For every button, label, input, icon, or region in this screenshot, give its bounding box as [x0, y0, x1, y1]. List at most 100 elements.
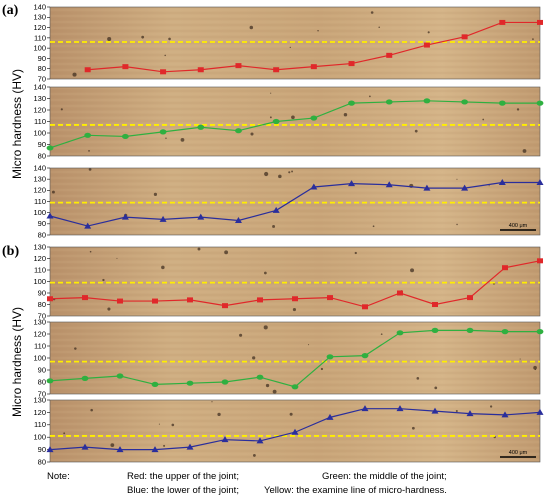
data-point — [537, 258, 543, 264]
data-point — [536, 329, 544, 335]
y-tick-label: 120 — [33, 254, 46, 263]
data-point — [186, 443, 194, 450]
pore — [269, 116, 272, 119]
data-point — [348, 61, 355, 67]
pore — [534, 368, 537, 371]
y-tick-label: 80 — [38, 300, 46, 309]
pore — [343, 113, 348, 117]
data-point — [423, 98, 431, 104]
pore — [380, 333, 383, 335]
y-tick-label: 130 — [33, 242, 46, 251]
pore — [289, 412, 293, 416]
pore — [60, 108, 63, 111]
series-line-green — [49, 100, 540, 149]
y-tick-label: 80 — [38, 377, 46, 386]
data-point — [46, 446, 54, 453]
panel-label-b: (b) — [2, 244, 20, 259]
data-point — [502, 265, 508, 271]
pore — [288, 171, 291, 174]
y-tick-label: 130 — [33, 175, 46, 184]
y-tick-label: 140 — [33, 2, 46, 11]
pore — [369, 95, 371, 98]
y-tick-label: 130 — [33, 395, 46, 404]
pore — [278, 174, 282, 179]
panel-b-red: 70 80 90 100 110 120 130 — [33, 242, 543, 320]
data-point — [256, 374, 264, 380]
panel-b-green: 70 80 90 100 110 120 130 — [33, 317, 544, 398]
y-tick-label: 100 — [33, 277, 46, 286]
pore — [291, 170, 294, 173]
data-point — [81, 443, 89, 450]
pore — [456, 223, 458, 226]
y-tick-label: 70 — [38, 389, 46, 398]
pore — [90, 408, 93, 412]
y-tick-label: 110 — [34, 117, 46, 126]
y-tick-label: 80 — [38, 230, 46, 239]
data-point — [461, 184, 469, 191]
y-tick-label: 70 — [38, 311, 46, 320]
data-point — [256, 437, 264, 444]
pore — [102, 278, 105, 282]
data-point — [397, 290, 403, 296]
pore — [250, 132, 254, 136]
micrograph-texture — [50, 247, 540, 316]
y-tick-label: 90 — [38, 140, 46, 149]
note-red: Red: the upper of the joint; — [127, 471, 239, 482]
pore — [292, 307, 297, 312]
data-point — [326, 354, 334, 360]
data-point — [423, 184, 431, 191]
series-line-blue — [49, 181, 540, 227]
data-point — [116, 446, 124, 453]
y-tick-label: 70 — [38, 74, 46, 83]
note-yellow: Yellow: the examine line of micro-hardne… — [264, 485, 447, 496]
pore — [372, 225, 375, 228]
data-point — [396, 330, 404, 336]
panel-b-blue: 80 90 100 110 120 130 400 μm — [33, 395, 544, 466]
micrograph-pores — [74, 325, 537, 394]
data-point — [121, 213, 129, 220]
data-point — [498, 179, 506, 186]
data-point — [361, 405, 369, 412]
micrograph-texture — [50, 322, 540, 394]
pore — [291, 115, 295, 120]
data-point — [396, 405, 404, 412]
data-point — [432, 302, 438, 307]
y-tick-label: 120 — [33, 329, 46, 338]
micrograph-texture — [50, 87, 540, 156]
data-point — [84, 132, 92, 138]
panel-label-a: (a) — [2, 3, 19, 18]
data-point — [385, 181, 393, 188]
pore — [522, 149, 527, 153]
data-point — [431, 407, 439, 414]
data-point — [310, 64, 317, 70]
data-point — [159, 129, 167, 135]
pore — [533, 365, 537, 370]
data-point — [82, 295, 88, 301]
data-point — [385, 99, 393, 105]
y-tick-label: 100 — [33, 44, 46, 53]
data-point — [81, 375, 89, 381]
pore — [252, 356, 256, 360]
data-point — [197, 213, 205, 220]
data-point — [117, 298, 123, 304]
data-point — [234, 216, 242, 223]
data-point — [536, 100, 544, 106]
y-tick-label: 140 — [33, 163, 46, 172]
data-point — [466, 327, 474, 333]
pore — [252, 454, 256, 457]
pore — [414, 129, 418, 133]
pore — [272, 389, 277, 394]
data-point — [152, 298, 158, 304]
y-tick-label: 80 — [38, 151, 46, 160]
y-tick-label: 110 — [34, 341, 46, 350]
data-point — [47, 296, 53, 302]
y-tick-label: 80 — [38, 64, 46, 73]
pore — [168, 37, 171, 41]
y-tick-label: 90 — [38, 54, 46, 63]
pore — [378, 26, 380, 28]
panel-a-green: 80 90 100 110 120 130 140 — [33, 82, 544, 160]
data-point — [221, 379, 229, 385]
panel-frame — [49, 6, 541, 80]
pore — [171, 423, 175, 427]
